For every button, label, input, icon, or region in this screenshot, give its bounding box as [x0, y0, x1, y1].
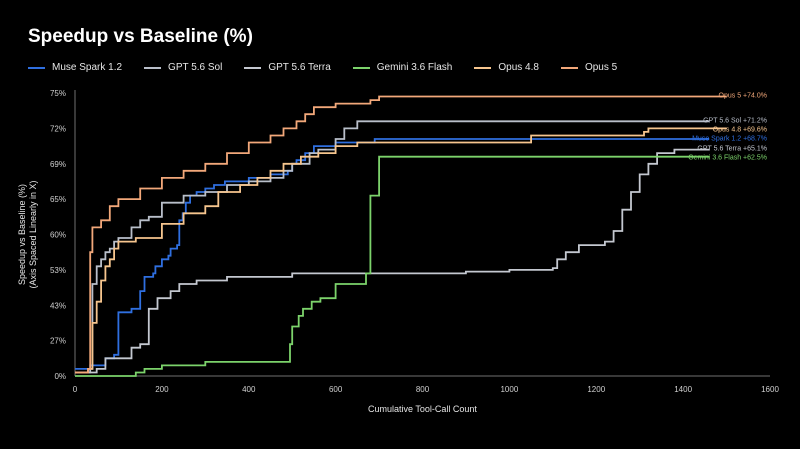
x-tick-label: 1200 — [587, 385, 605, 394]
y-tick-label: 53% — [50, 266, 66, 275]
legend-swatch — [352, 66, 370, 69]
x-tick-label: 200 — [155, 385, 169, 394]
chart-title: Speedup vs Baseline (%) — [28, 26, 253, 47]
x-tick-label: 400 — [242, 385, 256, 394]
y-axis-label: Speedup vs Baseline (%) — [17, 184, 27, 285]
y-tick-label: 65% — [50, 195, 66, 204]
y-axis-sublabel: (Axis Spaced Linearly in X) — [28, 180, 38, 288]
x-tick-label: 800 — [416, 385, 430, 394]
x-tick-label: 0 — [73, 385, 78, 394]
series-line — [75, 127, 727, 374]
x-tick-label: 600 — [329, 385, 343, 394]
series-end-label: GPT 5.6 Terra +65.1% — [697, 146, 767, 153]
series-end-label: Muse Spark 1.2 +68.7% — [692, 135, 767, 142]
legend-swatch — [560, 66, 578, 69]
legend-swatch — [144, 66, 162, 69]
series-line — [75, 138, 710, 370]
legend-label: Opus 5 — [584, 62, 618, 73]
x-tick-label: 1400 — [674, 385, 692, 394]
y-tick-label: 27% — [50, 337, 66, 346]
legend-item: GPT 5.6 Sol — [144, 62, 222, 73]
legend-swatch — [244, 66, 262, 69]
legend-label: GPT 5.6 Sol — [168, 62, 223, 73]
legend-label: GPT 5.6 Terra — [268, 62, 331, 73]
legend-swatch — [474, 66, 492, 69]
legend-label: Opus 4.8 — [498, 62, 539, 73]
series-end-label: GPT 5.6 Sol +71.2% — [703, 117, 767, 124]
legend-item: Opus 5 — [560, 62, 618, 73]
x-tick-label: 1000 — [500, 385, 518, 394]
series-line — [75, 120, 710, 374]
series-end-label: Gemini 3.6 Flash +62.5% — [688, 155, 767, 162]
legend-item: Gemini 3.6 Flash — [352, 62, 453, 73]
x-axis-label: Cumulative Tool-Call Count — [368, 404, 477, 414]
y-tick-label: 60% — [50, 231, 66, 240]
series-line — [75, 95, 727, 374]
y-tick-label: 43% — [50, 301, 66, 310]
x-tick-label: 1600 — [761, 385, 779, 394]
legend-label: Gemini 3.6 Flash — [376, 62, 453, 73]
legend-swatch — [28, 66, 45, 69]
series-end-label: Opus 4.8 +69.6% — [713, 126, 767, 133]
legend-item: Opus 4.8 — [474, 62, 539, 73]
legend-label: Muse Spark 1.2 — [52, 62, 123, 73]
chart-legend: Muse Spark 1.2 GPT 5.6 Sol GPT 5.6 Terra Ge… — [28, 62, 617, 73]
y-tick-label: 75% — [50, 89, 66, 98]
y-tick-label: 69% — [50, 160, 66, 169]
legend-item: Muse Spark 1.2 — [28, 62, 122, 73]
series-line — [75, 155, 710, 377]
legend-item: GPT 5.6 Terra — [244, 62, 331, 73]
series-line — [75, 148, 710, 374]
y-tick-label: 0% — [54, 372, 66, 381]
series-end-label: Opus 5 +74.0% — [719, 93, 767, 100]
y-tick-label: 72% — [50, 124, 66, 133]
